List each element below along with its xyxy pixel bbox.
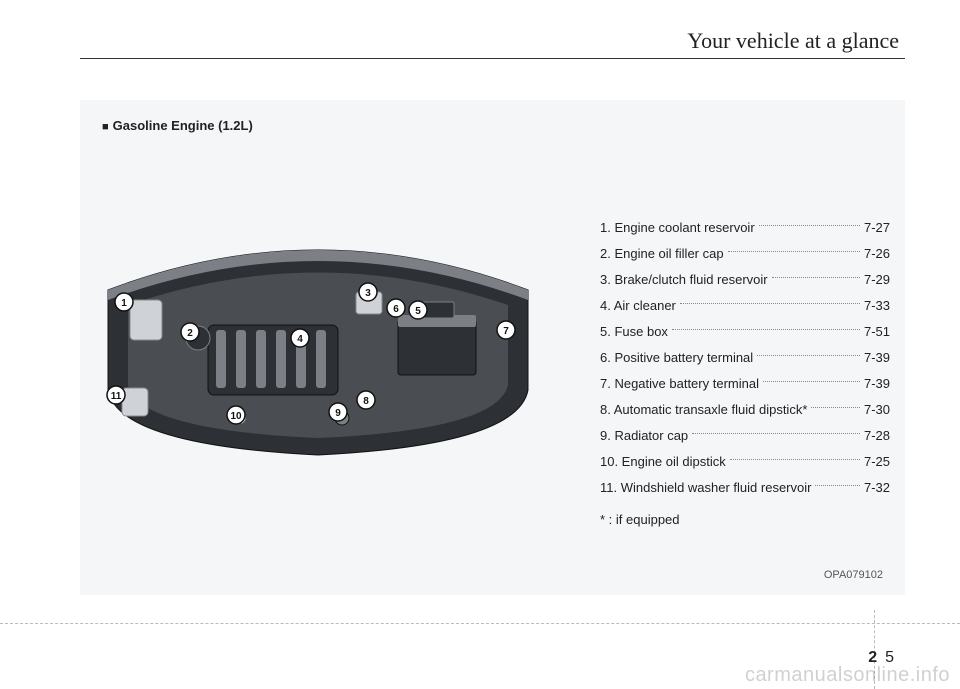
svg-text:1: 1 bbox=[121, 298, 127, 309]
part-row: 6. Positive battery terminal 7-39 bbox=[600, 345, 890, 371]
part-row: 4. Air cleaner 7-33 bbox=[600, 293, 890, 319]
part-page: 7-30 bbox=[864, 397, 890, 423]
footer-dashed-line bbox=[0, 623, 960, 624]
part-dots bbox=[680, 293, 860, 304]
header-title: Your vehicle at a glance bbox=[681, 28, 905, 58]
part-dots bbox=[811, 397, 860, 408]
engine-label-text: Gasoline Engine (1.2L) bbox=[113, 118, 253, 133]
engine-illustration: 1 2 3 4 5 6 7 8 9 10 11 bbox=[98, 230, 538, 460]
svg-text:4: 4 bbox=[297, 334, 303, 345]
image-code: OPA079102 bbox=[824, 569, 883, 581]
part-dots bbox=[763, 371, 860, 382]
svg-text:7: 7 bbox=[503, 326, 509, 337]
part-page: 7-25 bbox=[864, 449, 890, 475]
part-label: 1. Engine coolant reservoir bbox=[600, 215, 755, 241]
part-label: 3. Brake/clutch fluid reservoir bbox=[600, 267, 768, 293]
part-page: 7-51 bbox=[864, 319, 890, 345]
part-row: 10. Engine oil dipstick 7-25 bbox=[600, 449, 890, 475]
part-row: 11. Windshield washer fluid reservoir 7-3… bbox=[600, 475, 890, 501]
part-row: 3. Brake/clutch fluid reservoir 7-29 bbox=[600, 267, 890, 293]
svg-text:9: 9 bbox=[335, 408, 341, 419]
header-rule bbox=[80, 58, 905, 59]
figure-panel: ■ Gasoline Engine (1.2L) 1 2 3 4 5 6 7 8 9 10 11 1.… bbox=[80, 100, 905, 595]
part-row: 9. Radiator cap 7-28 bbox=[600, 423, 890, 449]
svg-text:8: 8 bbox=[363, 396, 369, 407]
part-dots bbox=[757, 345, 860, 356]
part-label: 6. Positive battery terminal bbox=[600, 345, 753, 371]
part-row: 8. Automatic transaxle fluid dipstick* 7-… bbox=[600, 397, 890, 423]
svg-text:6: 6 bbox=[393, 304, 399, 315]
engine-label: ■ Gasoline Engine (1.2L) bbox=[102, 118, 253, 133]
svg-text:10: 10 bbox=[230, 411, 242, 422]
part-row: 1. Engine coolant reservoir 7-27 bbox=[600, 215, 890, 241]
part-dots bbox=[772, 267, 860, 278]
asterisk-note: * : if equipped bbox=[600, 507, 890, 533]
part-page: 7-26 bbox=[864, 241, 890, 267]
part-page: 7-39 bbox=[864, 371, 890, 397]
part-dots bbox=[728, 241, 860, 252]
part-label: 4. Air cleaner bbox=[600, 293, 676, 319]
svg-text:3: 3 bbox=[365, 288, 371, 299]
square-bullet-icon: ■ bbox=[102, 121, 109, 133]
watermark: carmanualsonline.info bbox=[745, 664, 950, 687]
part-page: 7-32 bbox=[864, 475, 890, 501]
part-label: 2. Engine oil filler cap bbox=[600, 241, 724, 267]
svg-text:2: 2 bbox=[187, 328, 193, 339]
part-dots bbox=[672, 319, 860, 330]
part-dots bbox=[730, 449, 860, 460]
part-row: 7. Negative battery terminal 7-39 bbox=[600, 371, 890, 397]
part-row: 2. Engine oil filler cap 7-26 bbox=[600, 241, 890, 267]
page: Your vehicle at a glance ■ Gasoline Engin… bbox=[0, 0, 960, 689]
part-page: 7-27 bbox=[864, 215, 890, 241]
part-label: 10. Engine oil dipstick bbox=[600, 449, 726, 475]
part-page: 7-39 bbox=[864, 345, 890, 371]
part-dots bbox=[692, 423, 860, 434]
part-label: 11. Windshield washer fluid reservoir bbox=[600, 475, 811, 501]
part-page: 7-33 bbox=[864, 293, 890, 319]
part-dots bbox=[815, 475, 860, 486]
part-page: 7-29 bbox=[864, 267, 890, 293]
part-dots bbox=[759, 215, 860, 226]
parts-list: 1. Engine coolant reservoir7-272. Engine… bbox=[600, 215, 890, 533]
svg-text:11: 11 bbox=[111, 391, 122, 402]
part-label: 5. Fuse box bbox=[600, 319, 668, 345]
part-page: 7-28 bbox=[864, 423, 890, 449]
part-label: 8. Automatic transaxle fluid dipstick* bbox=[600, 397, 807, 423]
part-label: 7. Negative battery terminal bbox=[600, 371, 759, 397]
part-row: 5. Fuse box 7-51 bbox=[600, 319, 890, 345]
part-label: 9. Radiator cap bbox=[600, 423, 688, 449]
svg-text:5: 5 bbox=[415, 306, 421, 317]
